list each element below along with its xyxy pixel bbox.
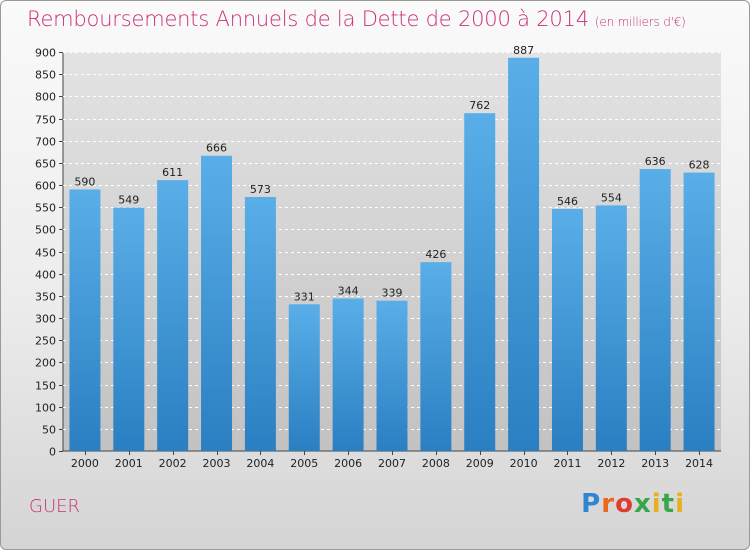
bar	[288, 304, 320, 451]
data-label: 546	[557, 195, 578, 208]
y-tick-label: 200	[35, 357, 56, 370]
brand-letter: P	[581, 489, 602, 519]
y-tick-label: 350	[35, 291, 56, 304]
bar	[551, 208, 583, 451]
y-tick-label: 700	[35, 136, 56, 149]
chart-title-text: Remboursements Annuels de la Dette de 20…	[27, 7, 589, 31]
y-tick-label: 900	[35, 47, 56, 60]
chart-title: Remboursements Annuels de la Dette de 20…	[27, 7, 686, 31]
brand-letter: x	[633, 489, 652, 519]
data-label: 339	[382, 287, 403, 300]
bar	[420, 262, 452, 451]
y-tick-label: 850	[35, 69, 56, 82]
chart-unit: (en milliers d'€)	[594, 15, 686, 29]
x-tick-label: 2014	[685, 457, 713, 470]
bar	[639, 169, 671, 452]
x-tick-label: 2008	[422, 457, 450, 470]
y-tick-label: 300	[35, 313, 56, 326]
bar	[376, 300, 408, 451]
x-tick-label: 2010	[510, 457, 538, 470]
y-tick-label: 0	[49, 446, 56, 459]
y-tick-label: 450	[35, 247, 56, 260]
bar	[113, 207, 145, 451]
bar	[464, 113, 496, 452]
y-tick-label: 50	[42, 424, 56, 437]
data-label: 573	[250, 183, 271, 196]
x-tick-label: 2002	[159, 457, 187, 470]
data-label: 611	[162, 166, 183, 179]
y-tick-label: 100	[35, 402, 56, 415]
y-tick-label: 800	[35, 91, 56, 104]
x-tick-label: 2003	[203, 457, 231, 470]
y-tick-label: 150	[35, 380, 56, 393]
y-tick-label: 600	[35, 180, 56, 193]
y-tick-label: 750	[35, 114, 56, 127]
data-label: 344	[338, 284, 359, 297]
brand-letter: i	[675, 489, 685, 519]
data-label: 887	[513, 44, 534, 57]
data-label: 554	[601, 191, 622, 204]
data-label: 590	[74, 175, 95, 188]
data-label: 549	[118, 194, 139, 207]
bar	[332, 298, 364, 451]
bar	[244, 196, 276, 451]
brand-letter: t	[661, 489, 676, 519]
bar	[69, 189, 101, 451]
bar	[683, 172, 715, 451]
data-label: 762	[469, 99, 490, 112]
y-tick-label: 550	[35, 202, 56, 215]
x-tick-label: 2004	[246, 457, 274, 470]
x-tick-label: 2009	[466, 457, 494, 470]
brand-logo: Proxiti	[581, 489, 685, 519]
y-tick-label: 250	[35, 335, 56, 348]
bar	[201, 155, 233, 452]
x-tick-label: 2000	[71, 457, 99, 470]
x-tick-label: 2005	[290, 457, 318, 470]
bar	[508, 57, 540, 451]
bar	[157, 180, 189, 451]
bar	[595, 205, 627, 451]
data-label: 331	[294, 290, 315, 303]
brand-letter: i	[651, 489, 662, 519]
data-label: 666	[206, 142, 227, 155]
x-tick-label: 2007	[378, 457, 406, 470]
data-label: 628	[689, 159, 710, 172]
y-tick-label: 400	[35, 269, 56, 282]
x-tick-label: 2013	[641, 457, 669, 470]
data-label: 636	[645, 155, 666, 168]
brand-letter: r	[601, 489, 616, 519]
x-tick-label: 2001	[115, 457, 143, 470]
brand-letter: o	[615, 489, 634, 519]
y-tick-label: 650	[35, 158, 56, 171]
data-label: 426	[425, 248, 446, 261]
x-tick-label: 2011	[553, 457, 581, 470]
x-tick-label: 2006	[334, 457, 362, 470]
x-tick-label: 2012	[597, 457, 625, 470]
city-name: GUER	[29, 496, 81, 517]
y-tick-label: 500	[35, 224, 56, 237]
